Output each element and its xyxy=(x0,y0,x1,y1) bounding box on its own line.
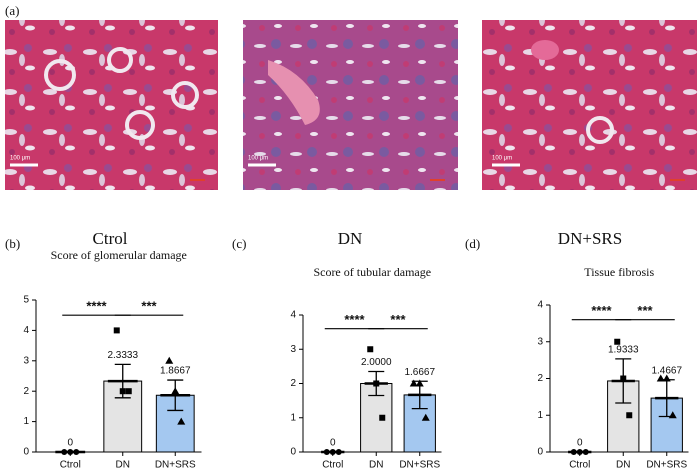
significance-label: **** xyxy=(86,299,107,314)
y-tick-label: 2 xyxy=(537,373,543,384)
data-point xyxy=(113,327,120,334)
image-caption: DN+SRS xyxy=(558,229,622,248)
x-tick-label: Ctrol xyxy=(569,460,590,471)
value-label: 0 xyxy=(67,438,73,449)
data-point xyxy=(119,388,126,395)
y-tick-label: 3 xyxy=(23,355,29,366)
y-tick-label: 4 xyxy=(23,325,29,336)
image-caption: DN xyxy=(338,229,363,248)
chart-title: Score of glomerular damage xyxy=(51,248,187,262)
y-tick-label: 4 xyxy=(290,310,296,321)
data-point xyxy=(415,379,424,387)
image-ctrol xyxy=(5,20,218,190)
significance-label: *** xyxy=(141,299,157,314)
data-point xyxy=(171,387,180,395)
data-point xyxy=(626,412,633,419)
data-point xyxy=(668,411,677,419)
y-tick-label: 3 xyxy=(537,336,543,347)
y-tick-label: 0 xyxy=(23,447,29,458)
data-point xyxy=(177,417,186,425)
data-point xyxy=(620,375,627,382)
data-point xyxy=(379,414,386,421)
x-tick-label: DN xyxy=(369,460,383,471)
data-point xyxy=(662,374,671,382)
x-tick-label: DN xyxy=(116,460,130,471)
significance-label: *** xyxy=(637,303,653,318)
data-point xyxy=(656,374,665,382)
scale-bar-label: 100 μm xyxy=(492,156,512,162)
panel-label: (a) xyxy=(5,3,19,18)
y-tick-label: 1 xyxy=(290,412,296,423)
data-point xyxy=(165,356,174,364)
value-label: 0 xyxy=(577,438,583,449)
value-label: 2.0000 xyxy=(361,357,392,368)
panel-label: (c) xyxy=(232,236,246,251)
data-point xyxy=(125,388,132,395)
y-tick-label: 3 xyxy=(290,344,296,355)
x-tick-label: DN+SRS xyxy=(399,460,440,471)
y-tick-label: 0 xyxy=(537,447,543,458)
y-tick-label: 2 xyxy=(23,386,29,397)
image-caption: Ctrol xyxy=(93,229,128,248)
image-dn-srs xyxy=(482,20,697,190)
y-tick-label: 0 xyxy=(290,447,296,458)
y-tick-label: 1 xyxy=(537,410,543,421)
panel-label: (d) xyxy=(465,236,480,251)
data-point xyxy=(367,346,374,353)
x-tick-label: DN+SRS xyxy=(646,460,687,471)
x-tick-label: DN+SRS xyxy=(155,460,196,471)
y-tick-label: 4 xyxy=(537,300,543,311)
y-tick-label: 5 xyxy=(23,295,29,306)
scale-bar-label: 100 μm xyxy=(248,156,268,162)
panel-label: (b) xyxy=(5,236,20,251)
value-label: 1.9333 xyxy=(608,345,639,356)
chart-title: Score of tubular damage xyxy=(313,265,431,279)
significance-label: *** xyxy=(390,312,406,327)
image-dn xyxy=(243,20,458,190)
significance-label: **** xyxy=(591,303,612,318)
value-label: 1.4667 xyxy=(651,365,682,376)
significance-label: **** xyxy=(344,312,365,327)
y-tick-label: 1 xyxy=(23,416,29,427)
data-point xyxy=(614,338,621,345)
x-tick-label: Ctrol xyxy=(60,460,81,471)
value-label: 0 xyxy=(330,438,336,449)
value-label: 2.3333 xyxy=(107,350,138,361)
data-point xyxy=(421,413,430,421)
data-point xyxy=(409,379,418,387)
x-tick-label: Ctrol xyxy=(322,460,343,471)
value-label: 1.6667 xyxy=(404,367,435,378)
chart-title: Tissue fibrosis xyxy=(584,265,654,279)
scale-bar-label: 100 μm xyxy=(10,156,30,162)
value-label: 1.8667 xyxy=(160,366,191,377)
x-tick-label: DN xyxy=(616,460,630,471)
y-tick-label: 2 xyxy=(290,378,296,389)
